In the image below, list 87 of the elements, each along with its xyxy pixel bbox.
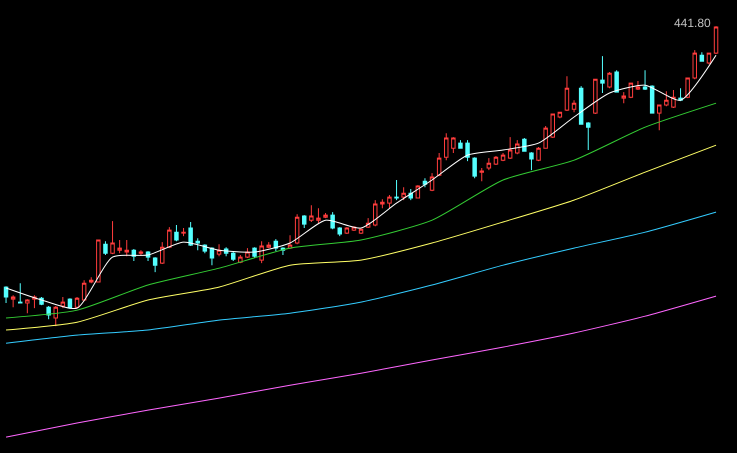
candlestick xyxy=(458,140,463,149)
candlestick xyxy=(401,186,406,201)
candlestick xyxy=(174,224,179,242)
candlestick xyxy=(160,242,164,264)
candlestick xyxy=(465,140,470,162)
candlestick xyxy=(344,226,350,234)
candlestick xyxy=(4,286,8,304)
candlestick xyxy=(642,70,648,90)
candlestick xyxy=(529,152,534,171)
candlestick xyxy=(117,240,122,254)
candlestick xyxy=(671,90,676,108)
candlestick xyxy=(380,198,385,209)
candlestick xyxy=(636,80,640,90)
candlestick xyxy=(74,296,80,309)
candlestick xyxy=(138,250,144,256)
candlestick xyxy=(558,112,562,119)
candlestick xyxy=(188,222,193,246)
candlestick xyxy=(302,214,306,228)
candlestick xyxy=(436,152,442,177)
candlestick xyxy=(323,212,328,219)
candlestick xyxy=(294,214,300,245)
candlestick xyxy=(309,204,314,222)
candlestick xyxy=(536,146,541,162)
candlestick xyxy=(394,180,399,201)
candlestick xyxy=(60,296,66,309)
candlestick xyxy=(274,238,278,252)
candlestick xyxy=(706,52,712,65)
candlestick xyxy=(593,78,598,114)
candlestick xyxy=(543,126,548,149)
candlestick xyxy=(82,280,86,302)
candlestick xyxy=(167,226,172,249)
candlestick xyxy=(152,256,158,273)
candlestick xyxy=(316,208,321,224)
candlestick xyxy=(685,78,690,99)
candlestick xyxy=(480,168,484,182)
candlestick xyxy=(46,306,51,320)
candlestick xyxy=(231,252,236,262)
candlestick xyxy=(124,240,129,257)
candlestick xyxy=(515,140,520,155)
candlestick xyxy=(210,246,214,266)
candlestick xyxy=(564,76,570,112)
candlestick xyxy=(586,122,590,150)
candlestick xyxy=(522,138,527,152)
candlestick xyxy=(444,132,448,161)
candlestick xyxy=(216,244,222,257)
candlestick xyxy=(451,136,456,154)
candlestick xyxy=(96,240,101,282)
candlestick xyxy=(614,70,619,93)
candlestick xyxy=(288,234,292,249)
candlestick xyxy=(714,26,718,54)
candlestick xyxy=(373,200,378,227)
candlestick xyxy=(387,194,392,209)
candlestick xyxy=(338,226,342,237)
candlestick xyxy=(25,298,30,314)
candlestick xyxy=(10,294,16,308)
candlestick xyxy=(500,152,506,162)
candlestick xyxy=(358,228,364,234)
candlestick xyxy=(68,298,72,309)
candlestick xyxy=(486,158,492,171)
candlestick xyxy=(607,72,612,89)
candlestick xyxy=(422,178,428,188)
candlestick xyxy=(600,56,605,94)
candlestick xyxy=(330,212,335,230)
candlestick xyxy=(572,100,576,113)
candlestick xyxy=(622,92,626,104)
candlestick xyxy=(430,172,434,192)
candlestick xyxy=(18,282,22,304)
candlestick xyxy=(54,306,58,327)
candlestick xyxy=(110,220,115,255)
candlestick xyxy=(700,52,704,62)
candlestick xyxy=(416,184,420,198)
candlestick xyxy=(692,50,697,80)
candlestick xyxy=(508,136,512,160)
candlestick xyxy=(89,276,94,284)
candlestick xyxy=(472,156,477,179)
candlestick xyxy=(103,240,108,256)
candlestick xyxy=(657,104,662,131)
candlestick xyxy=(628,82,634,99)
candlestick xyxy=(664,90,669,107)
candlestick xyxy=(196,238,200,251)
candlestick xyxy=(181,228,186,237)
candlestick xyxy=(550,114,555,138)
candlestick xyxy=(650,84,654,114)
candlestick xyxy=(494,156,498,166)
candlestick xyxy=(578,86,584,125)
annotation: 441.80 xyxy=(674,16,712,30)
candlestick xyxy=(266,242,271,249)
